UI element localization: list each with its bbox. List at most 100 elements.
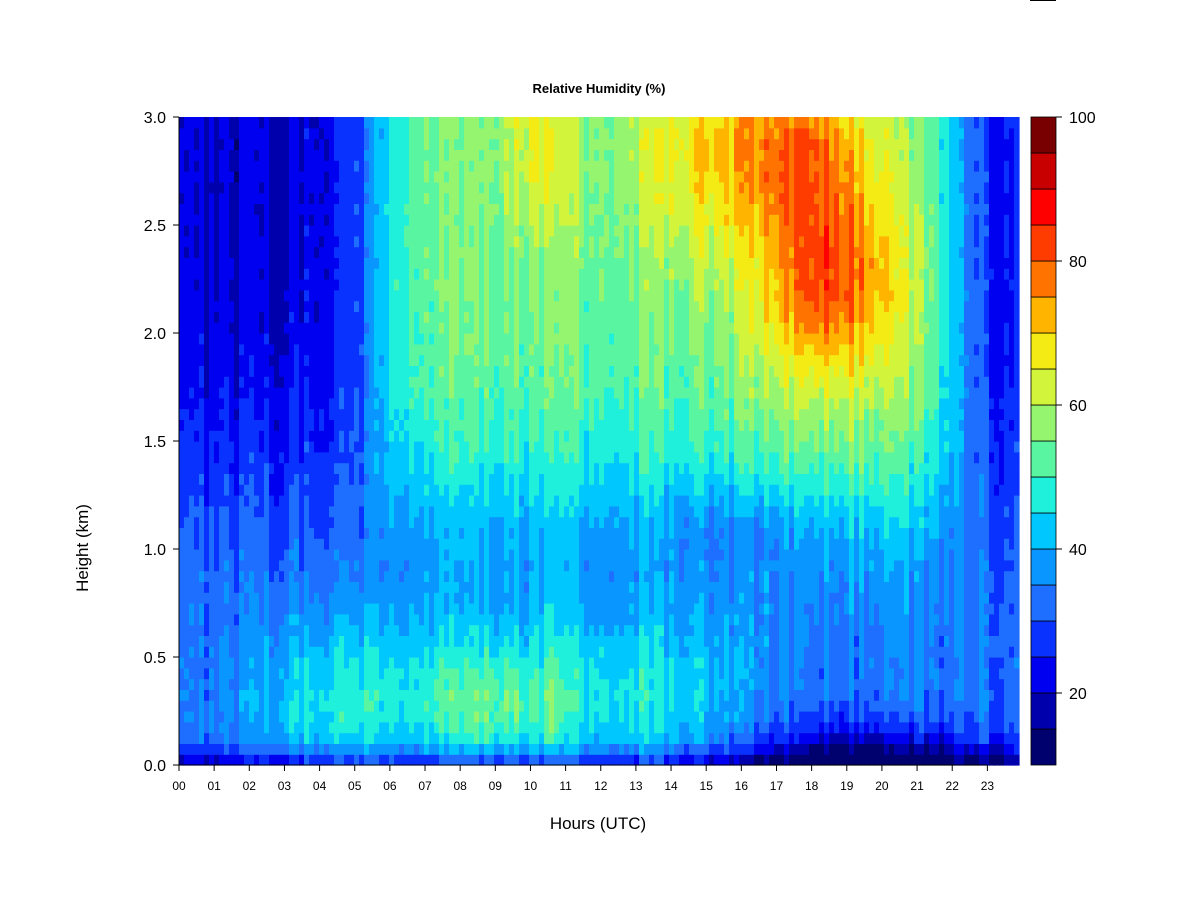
heatmap-cell	[379, 279, 385, 290]
heatmap-cell	[204, 236, 210, 247]
heatmap-cell	[354, 376, 360, 387]
heatmap-cell	[444, 635, 450, 646]
heatmap-cell	[204, 279, 210, 290]
heatmap-cell	[239, 452, 245, 463]
heatmap-cell	[304, 560, 310, 571]
heatmap-cell	[424, 473, 430, 484]
heatmap-cell	[354, 214, 360, 225]
heatmap-cell	[544, 333, 550, 344]
heatmap-cell	[459, 560, 465, 571]
heatmap-cell	[479, 344, 485, 355]
heatmap-cell	[294, 484, 300, 495]
heatmap-cell	[339, 409, 345, 420]
heatmap-cell	[349, 117, 355, 128]
heatmap-cell	[549, 344, 555, 355]
heatmap-cell	[509, 560, 515, 571]
heatmap-cell	[504, 700, 510, 711]
heatmap-cell	[564, 473, 570, 484]
heatmap-cell	[309, 149, 315, 160]
heatmap-cell	[349, 301, 355, 312]
heatmap-cell	[409, 527, 415, 538]
heatmap-cell	[504, 538, 510, 549]
heatmap-cell	[184, 214, 190, 225]
heatmap-cell	[434, 139, 440, 150]
heatmap-cell	[254, 247, 260, 258]
heatmap-cell	[479, 603, 485, 614]
heatmap-cell	[339, 581, 345, 592]
heatmap-cell	[294, 625, 300, 636]
heatmap-cell	[464, 560, 470, 571]
heatmap-cell	[414, 333, 420, 344]
heatmap-cell	[249, 279, 255, 290]
heatmap-cell	[319, 592, 325, 603]
heatmap-cell	[229, 668, 235, 679]
heatmap-cell	[589, 549, 595, 560]
heatmap-cell	[439, 117, 445, 128]
heatmap-cell	[264, 668, 270, 679]
heatmap-cell	[299, 182, 305, 193]
heatmap-cell	[354, 193, 360, 204]
heatmap-cell	[224, 679, 230, 690]
heatmap-cell	[499, 257, 505, 268]
heatmap-cell	[489, 203, 495, 214]
heatmap-cell	[234, 743, 240, 754]
heatmap-cell	[429, 247, 435, 258]
heatmap-cell	[244, 754, 250, 765]
heatmap-cell	[514, 182, 520, 193]
heatmap-cell	[229, 322, 235, 333]
heatmap-cell	[434, 614, 440, 625]
heatmap-cell	[369, 160, 375, 171]
heatmap-cell	[344, 646, 350, 657]
heatmap-cell	[374, 614, 380, 625]
heatmap-cell	[564, 279, 570, 290]
heatmap-cell	[439, 549, 445, 560]
heatmap-cell	[214, 495, 220, 506]
heatmap-cell	[304, 214, 310, 225]
heatmap-cell	[309, 387, 315, 398]
heatmap-cell	[569, 214, 575, 225]
heatmap-cell	[444, 128, 450, 139]
heatmap-cell	[594, 733, 600, 744]
heatmap-cell	[474, 625, 480, 636]
heatmap-cell	[469, 506, 475, 517]
heatmap-cell	[489, 517, 495, 528]
heatmap-cell	[454, 549, 460, 560]
heatmap-cell	[524, 743, 530, 754]
heatmap-cell	[209, 322, 215, 333]
heatmap-cell	[194, 679, 200, 690]
heatmap-cell	[189, 214, 195, 225]
heatmap-cell	[414, 743, 420, 754]
heatmap-cell	[349, 484, 355, 495]
heatmap-cell	[459, 387, 465, 398]
heatmap-cell	[449, 365, 455, 376]
heatmap-cell	[374, 257, 380, 268]
heatmap-cell	[529, 733, 535, 744]
heatmap-cell	[324, 603, 330, 614]
heatmap-cell	[254, 398, 260, 409]
heatmap-cell	[429, 700, 435, 711]
heatmap-cell	[464, 754, 470, 765]
heatmap-cell	[519, 182, 525, 193]
heatmap-cell	[379, 419, 385, 430]
heatmap-cell	[414, 592, 420, 603]
heatmap-cell	[414, 441, 420, 452]
heatmap-cell	[414, 560, 420, 571]
heatmap-cell	[394, 171, 400, 182]
heatmap-cell	[219, 646, 225, 657]
heatmap-cell	[499, 473, 505, 484]
heatmap-cell	[549, 333, 555, 344]
heatmap-cell	[214, 149, 220, 160]
heatmap-cell	[509, 365, 515, 376]
heatmap-cell	[374, 214, 380, 225]
heatmap-cell	[329, 268, 335, 279]
heatmap-cell	[569, 182, 575, 193]
heatmap-cell	[284, 398, 290, 409]
heatmap-cell	[289, 117, 295, 128]
heatmap-cell	[229, 290, 235, 301]
heatmap-cell	[379, 160, 385, 171]
heatmap-cell	[299, 419, 305, 430]
heatmap-cell	[389, 722, 395, 733]
heatmap-cell	[439, 657, 445, 668]
heatmap-cell	[529, 754, 535, 765]
heatmap-cell	[534, 355, 540, 366]
